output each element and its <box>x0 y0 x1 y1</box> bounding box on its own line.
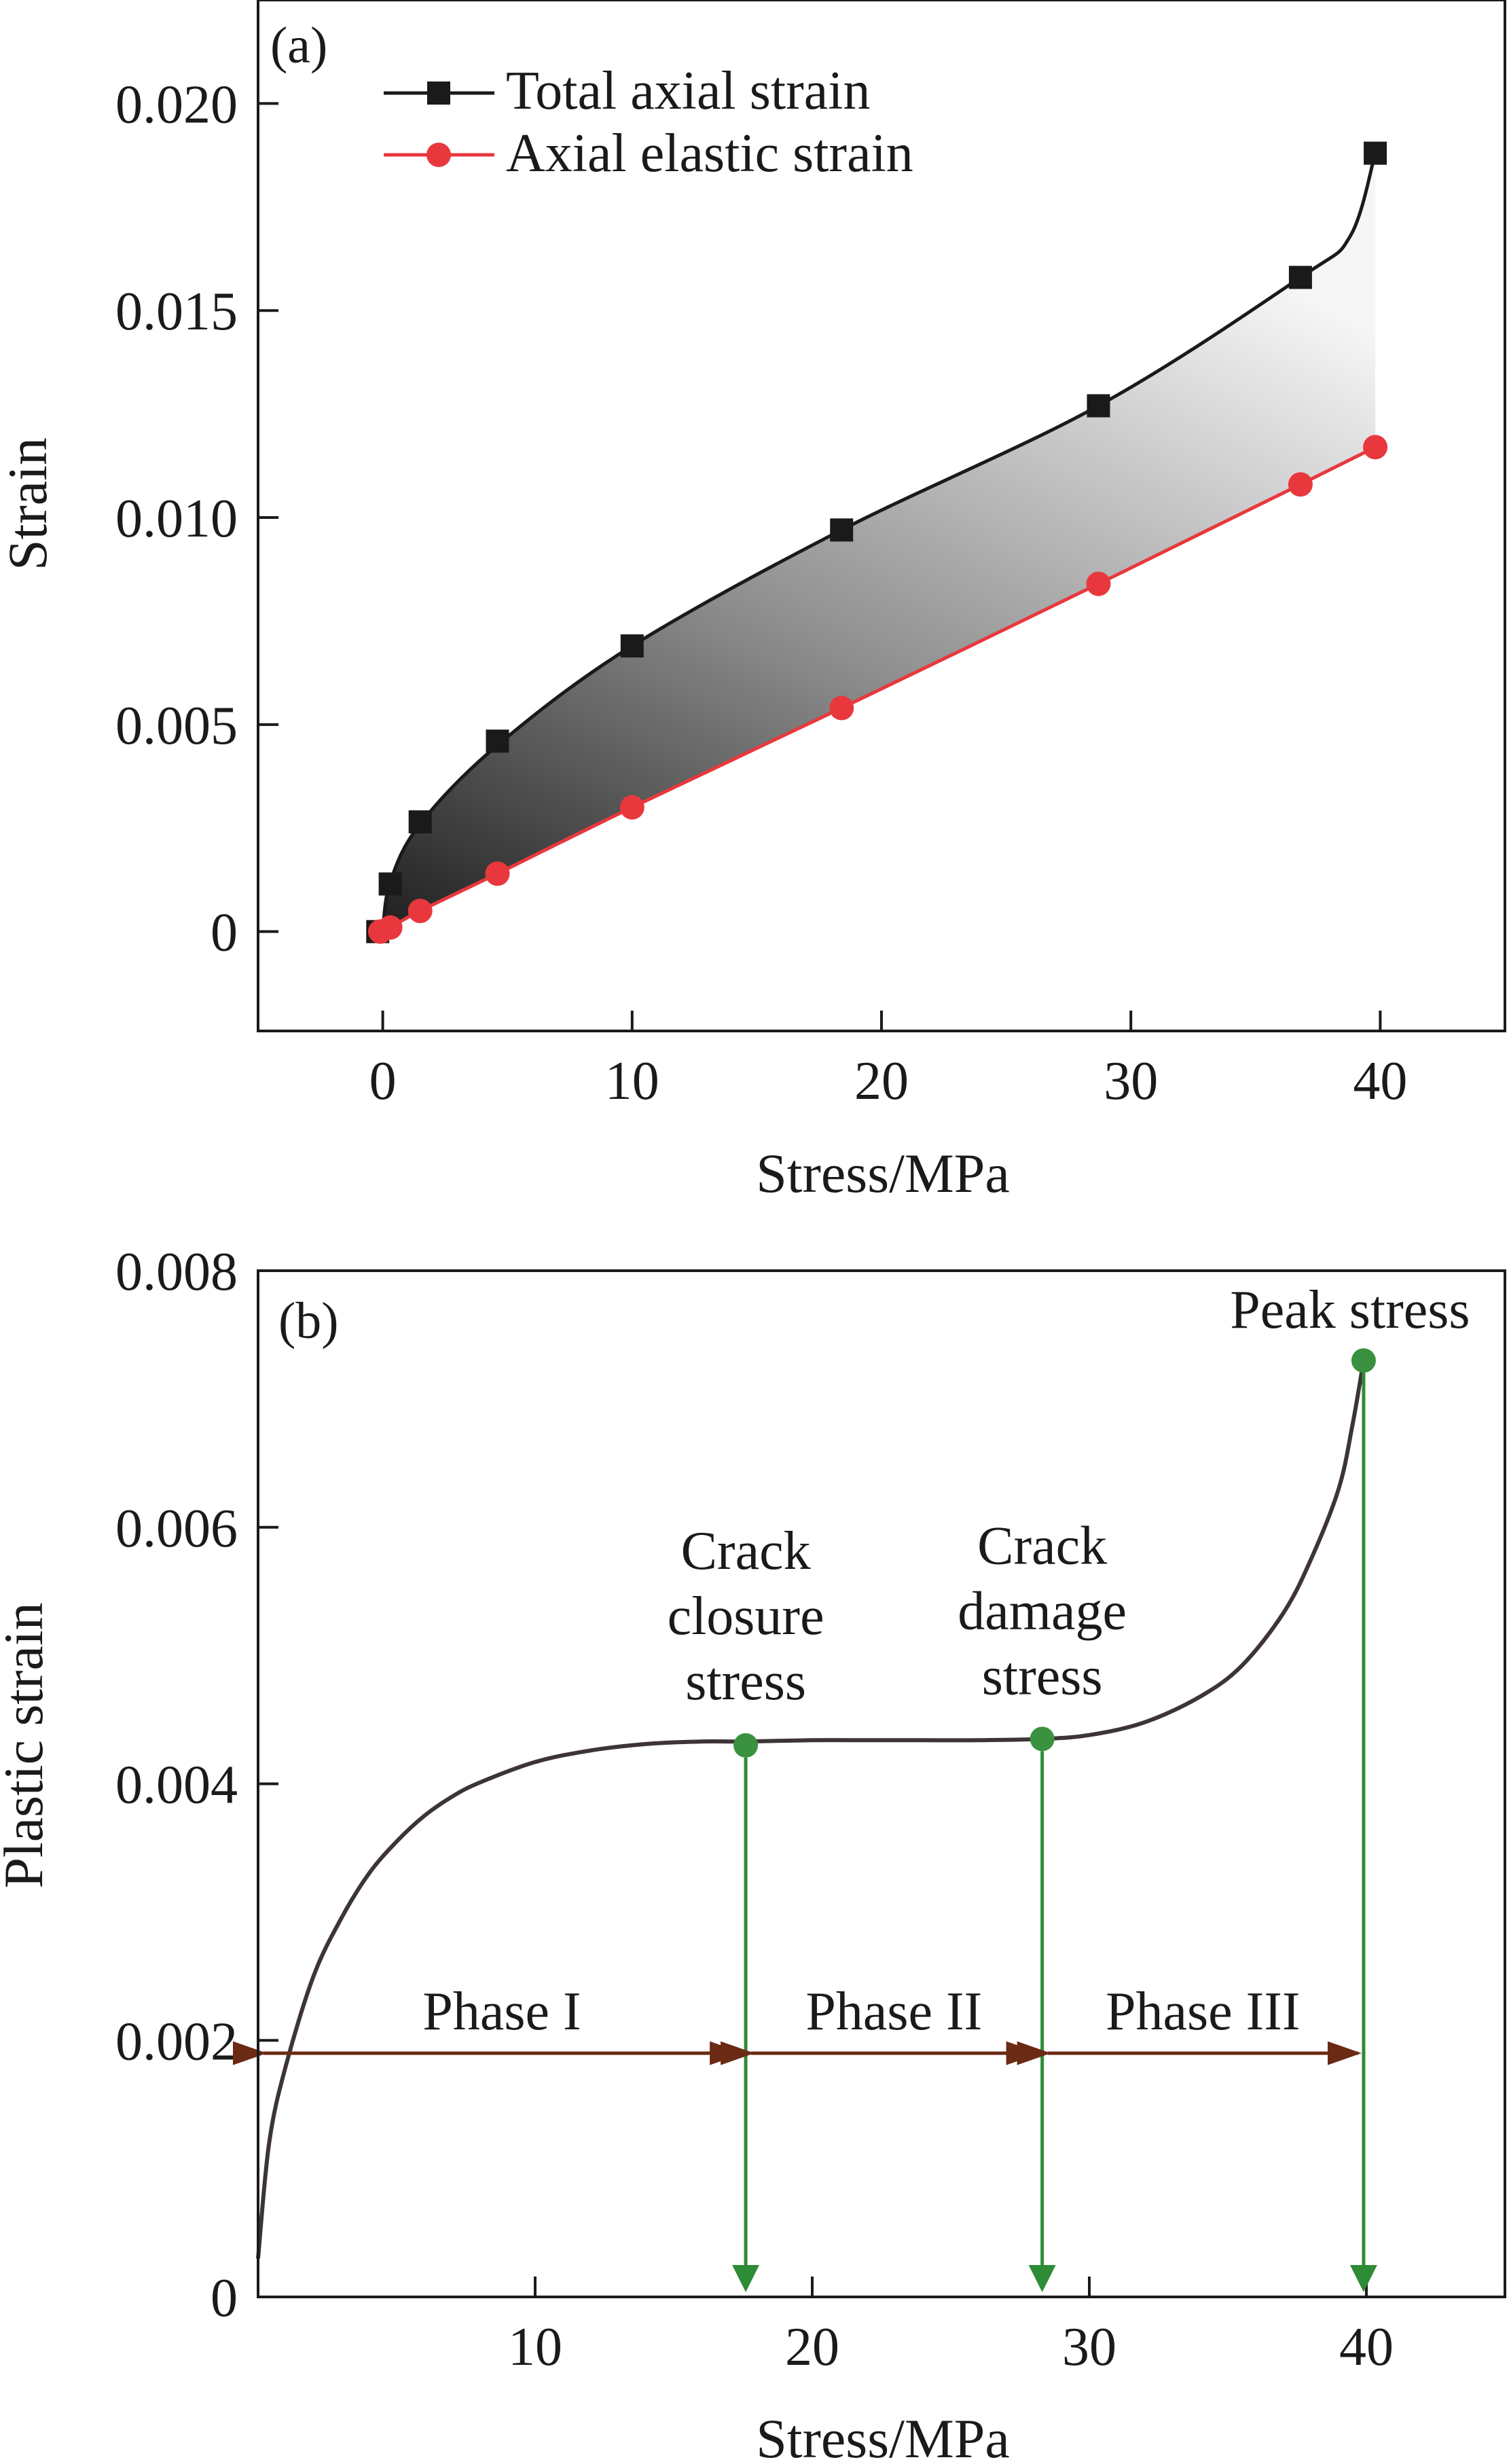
panel-a-y-tick-label: 0 <box>211 903 238 963</box>
axial-elastic-strain-point <box>378 915 403 940</box>
panel-a-y-tick-label: 0.010 <box>115 489 238 549</box>
key-point-label: closure <box>668 1587 824 1646</box>
panel-a-label: (a) <box>270 17 327 74</box>
panel-b-axes: 10 20 30 40 0 0.002 0.004 0.006 0.008 <box>115 1242 1394 2377</box>
key-point-label: damage <box>958 1581 1127 1641</box>
legend-total-square-marker <box>427 81 450 105</box>
strain-gap-shading <box>382 153 1376 932</box>
legend-elastic-label: Axial elastic strain <box>506 124 913 183</box>
key-point-marker <box>733 1733 759 1758</box>
panel-a-markers <box>366 141 1388 944</box>
panel-b-label: (b) <box>278 1292 339 1349</box>
key-point-label: Crack <box>681 1521 811 1581</box>
panel-a-x-tick-label: 30 <box>1104 1051 1158 1111</box>
panel-b-y-tick-label: 0.002 <box>115 2012 238 2071</box>
total-axial-strain-point <box>486 729 509 753</box>
key-point-label: Peak stress <box>1230 1280 1470 1340</box>
panel-a-x-tick-label: 0 <box>369 1051 397 1111</box>
total-axial-strain-point <box>1364 141 1387 165</box>
plastic-strain-curve <box>256 1360 1366 2259</box>
key-point-marker <box>1030 1726 1055 1752</box>
panel-a: 0 10 20 30 40 0 0.005 0.010 0.015 0.020 (a) Total… <box>0 0 1506 1204</box>
total-axial-strain-point <box>1288 266 1312 289</box>
total-axial-strain-point <box>378 872 402 896</box>
total-axial-strain-point <box>830 518 854 542</box>
key-point-label: stress <box>685 1652 806 1711</box>
panel-b: 10 20 30 40 0 0.002 0.004 0.006 0.008 Crack closu… <box>0 1242 1506 2464</box>
panel-b-frame <box>257 1269 1506 2298</box>
panel-b-y-tick-label: 0.008 <box>115 1242 238 1302</box>
panel-b-phase-arrows: Phase I Phase II Phase III <box>233 1982 1362 2065</box>
legend-total-label: Total axial strain <box>506 61 870 121</box>
panel-b-y-tick-label: 0.006 <box>115 1499 238 1559</box>
axial-elastic-strain-point <box>407 899 433 924</box>
panel-b-x-tick-label: 30 <box>1062 2317 1116 2377</box>
panel-b-y-axis-label: Plastic strain <box>0 1602 54 1888</box>
panel-a-x-tick-label: 10 <box>605 1051 659 1111</box>
panel-b-x-tick-label: 20 <box>785 2317 839 2377</box>
key-point-label: Crack <box>977 1516 1107 1576</box>
axial-elastic-strain-point <box>1363 435 1388 460</box>
panel-b-x-tick-label: 40 <box>1339 2317 1394 2377</box>
axial-elastic-strain-point <box>829 695 854 721</box>
panel-a-frame <box>257 0 1506 1032</box>
axial-elastic-strain-point <box>619 795 644 820</box>
axial-elastic-strain-point <box>1288 472 1313 497</box>
legend-elastic-circle-marker <box>426 143 451 167</box>
total-axial-strain-point <box>620 634 644 658</box>
panel-b-x-axis-label: Stress/MPa <box>756 2408 1010 2464</box>
phase-label: Phase III <box>1106 1982 1301 2042</box>
axial-elastic-strain-point <box>485 861 510 886</box>
panel-a-y-tick-label: 0.020 <box>115 75 238 134</box>
panel-a-x-tick-label: 40 <box>1353 1051 1407 1111</box>
panel-b-y-tick-label: 0.004 <box>115 1756 238 1815</box>
panel-b-key-markers: CrackclosurestressCrackdamagestressPeak … <box>668 1280 1470 2292</box>
total-axial-strain-point <box>408 810 432 834</box>
phase-label: Phase II <box>805 1982 982 2042</box>
panel-a-x-tick-label: 20 <box>854 1051 909 1111</box>
panel-a-y-tick-label: 0.015 <box>115 282 238 342</box>
axial-elastic-strain-point <box>1086 571 1111 596</box>
key-point-label: stress <box>982 1646 1103 1706</box>
panel-a-y-tick-label: 0.005 <box>115 696 238 756</box>
key-point-marker <box>1351 1348 1376 1373</box>
panel-a-axes: 0 10 20 30 40 0 0.005 0.010 0.015 0.020 <box>115 75 1407 1111</box>
phase-label: Phase I <box>422 1982 581 2042</box>
panel-a-x-axis-label: Stress/MPa <box>756 1142 1010 1204</box>
legend: Total axial strain Axial elastic strain <box>384 61 913 183</box>
total-axial-strain-point <box>1087 394 1110 418</box>
panel-a-y-axis-label: Strain <box>0 437 58 570</box>
panel-b-y-tick-label: 0 <box>211 2268 238 2328</box>
panel-b-x-tick-label: 10 <box>508 2317 562 2377</box>
